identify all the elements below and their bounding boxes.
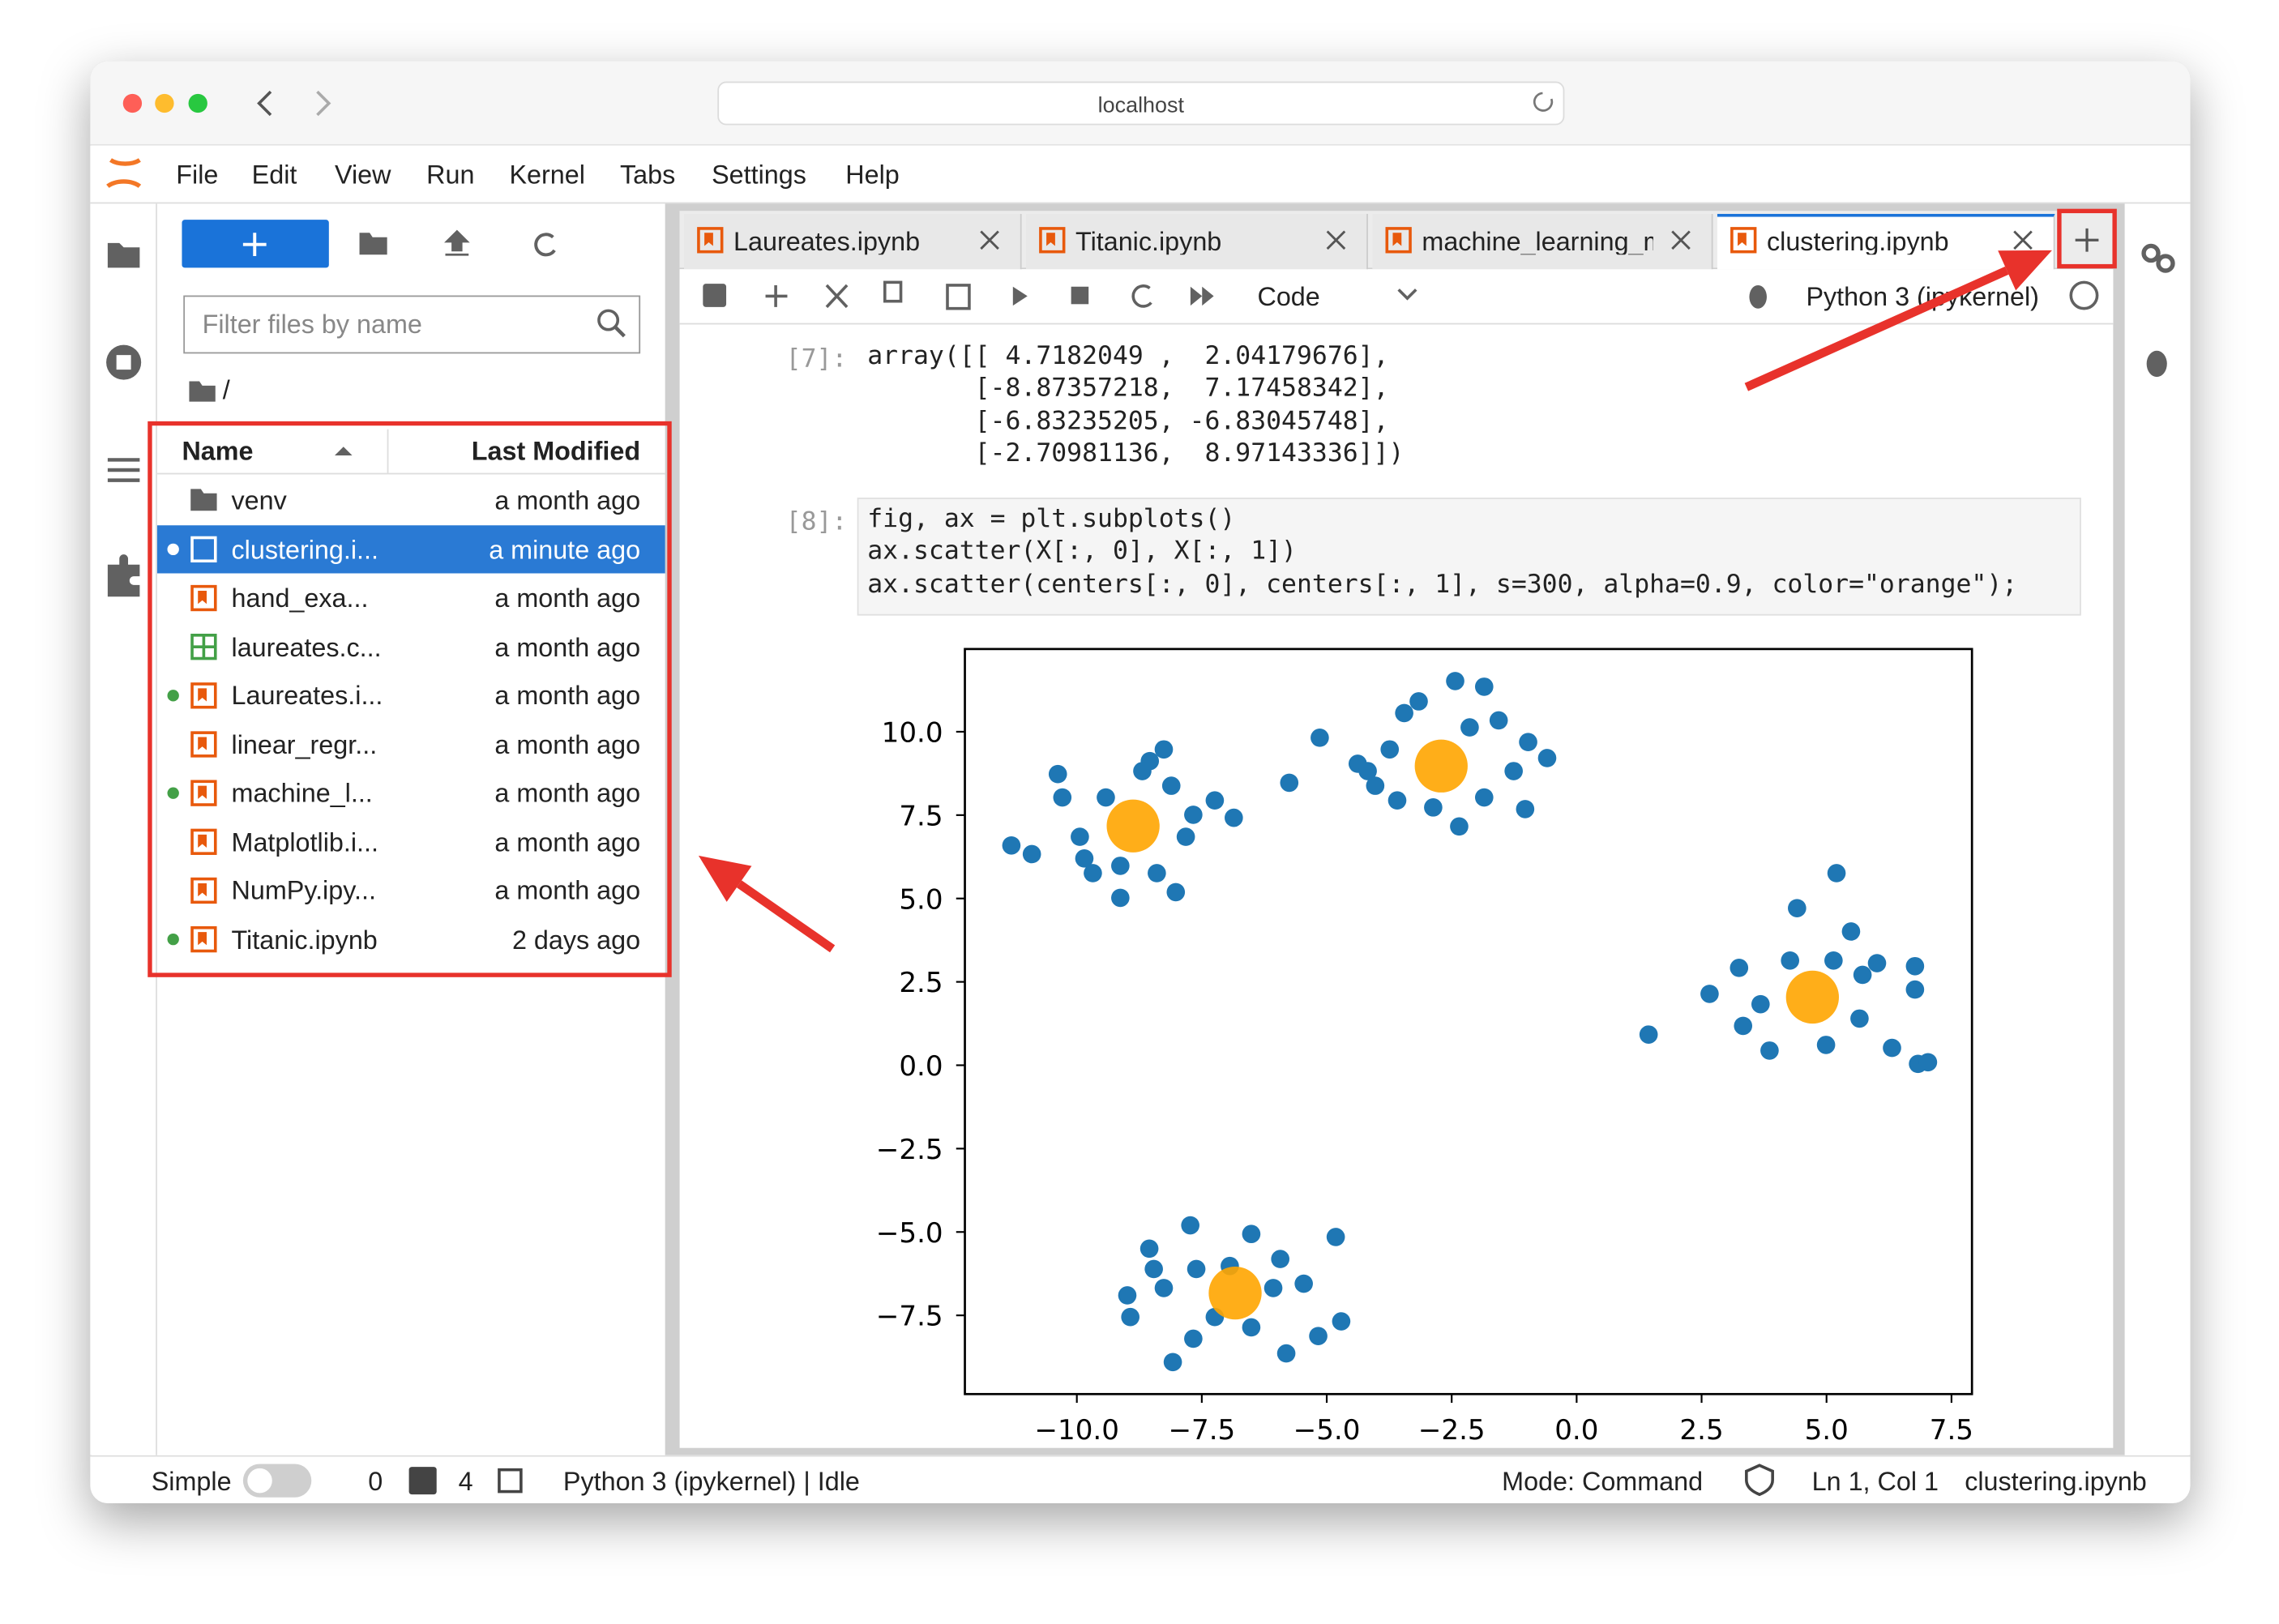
status-position[interactable]: Ln 1, Col 1 [1811,1467,1939,1496]
right-sidebar [2124,203,2191,1455]
file-modified: a month ago [494,778,641,808]
menu-item[interactable]: Edit [251,160,297,190]
status-mode-label: Simple [151,1467,232,1496]
code-cell-box [857,498,2081,616]
file-modified: 2 days ago [511,925,641,955]
output-line: [-6.83235205, -6.83045748], [867,407,1389,437]
file-modified: a month ago [494,632,641,662]
file-modified: a month ago [494,681,641,711]
url-bar[interactable] [717,81,1565,126]
toolbar-kernel[interactable]: Python 3 (ipykernel) [1806,282,2039,312]
code-line: ax.scatter(X[:, 0], X[:, 1]) [867,537,1297,567]
file-name[interactable]: laureates.c... [231,632,382,662]
menu-item[interactable]: File [176,160,219,190]
file-name[interactable]: hand_exa... [231,583,369,613]
tab[interactable] [683,213,1022,270]
new-button[interactable] [182,220,329,268]
column-name[interactable]: Name [182,436,254,466]
file-modified: a minute ago [489,534,641,564]
url: localhost [1097,92,1184,118]
code-line: ax.scatter(centers[:, 0], centers[:, 1],… [867,570,2018,600]
file-modified: a month ago [494,876,641,905]
file-modified: a month ago [494,729,641,759]
cell-prompt: [7]: [785,344,848,374]
status-file: clustering.ipynb [1965,1467,2147,1496]
file-name[interactable]: venv [231,485,287,515]
file-name[interactable]: Titanic.ipynb [231,925,378,955]
menu-item[interactable]: Kernel [509,160,585,190]
file-name[interactable]: clustering.i... [231,534,378,564]
file-name[interactable]: linear_regr... [231,729,378,759]
file-name[interactable]: Matplotlib.i... [231,827,378,857]
output-line: [-2.70981136, 8.97143336]]) [867,439,1405,469]
tab[interactable] [1025,213,1368,270]
file-modified: a month ago [494,583,641,613]
header-divider [387,429,389,473]
menu-item[interactable]: Run [426,160,475,190]
status-terminals: 0 [368,1467,383,1496]
status-kernel[interactable]: Python 3 (ipykernel) | Idle [562,1467,860,1496]
tab-label[interactable]: clustering.ipynb [1766,228,1949,255]
file-name[interactable]: machine_l... [231,778,373,808]
toggle-knob [247,1468,272,1494]
filter-input[interactable] [183,295,641,354]
menu-item[interactable]: Help [845,160,900,190]
filter-placeholder: Filter files by name [202,310,422,340]
file-name[interactable]: Laureates.i... [231,681,383,711]
tab[interactable] [1372,213,1713,270]
status-mode[interactable]: Mode: Command [1502,1467,1704,1496]
toolbar-cell-type[interactable]: Code [1257,282,1320,312]
menu-bar [90,145,2191,204]
status-kernels: 4 [458,1467,473,1496]
tab-label[interactable]: Laureates.ipynb [733,228,921,255]
column-modified[interactable]: Last Modified [471,436,641,466]
tab-label[interactable]: Titanic.ipynb [1075,228,1222,255]
menu-item[interactable]: View [335,160,391,190]
file-modified: a month ago [494,485,641,515]
output-line: [-8.87357218, 7.17458342], [867,374,1389,404]
file-name[interactable]: NumPy.ipy... [231,876,376,905]
breadcrumb: / [222,375,230,405]
tab-label[interactable]: machine_learning_m [1422,228,1653,255]
output-line: array([[ 4.7182049 , 2.04179676], [867,341,1389,371]
activity-bar [90,203,157,1455]
code-line: fig, ax = plt.subplots() [867,505,1236,535]
cell-prompt: [8]: [785,507,848,537]
menu-item[interactable]: Settings [712,160,806,190]
menu-item[interactable]: Tabs [619,160,676,190]
file-modified: a month ago [494,827,641,857]
status-bar [90,1455,2191,1503]
